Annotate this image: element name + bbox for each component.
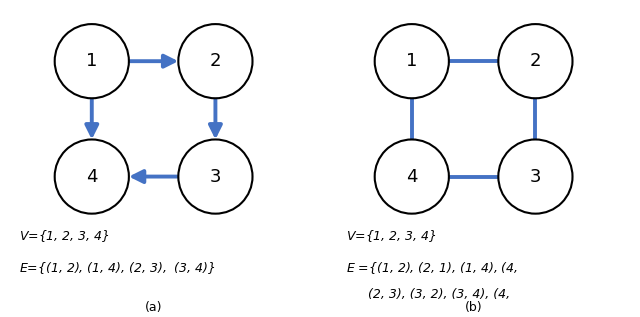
- Circle shape: [179, 139, 253, 214]
- Text: (a): (a): [145, 301, 163, 314]
- Text: 2: 2: [210, 52, 221, 70]
- Text: $V$={1, 2, 3, 4}: $V$={1, 2, 3, 4}: [346, 228, 436, 244]
- Text: 1: 1: [86, 52, 97, 70]
- Circle shape: [374, 139, 449, 214]
- Text: $E$ ={(1, 2), (2, 1), (1, 4), (4,: $E$ ={(1, 2), (2, 1), (1, 4), (4,: [346, 260, 518, 276]
- Text: 4: 4: [406, 168, 417, 185]
- Text: 3: 3: [210, 168, 221, 185]
- Circle shape: [499, 24, 573, 98]
- Circle shape: [374, 24, 449, 98]
- Circle shape: [54, 139, 129, 214]
- Text: $V$={1, 2, 3, 4}: $V$={1, 2, 3, 4}: [19, 228, 110, 244]
- Text: 3: 3: [530, 168, 541, 185]
- Text: (2, 3), (3, 2), (3, 4), (4,: (2, 3), (3, 2), (3, 4), (4,: [368, 288, 510, 301]
- Text: (b): (b): [465, 301, 483, 314]
- Text: 4: 4: [86, 168, 97, 185]
- Circle shape: [499, 139, 573, 214]
- Text: $E$={(1, 2), (1, 4), (2, 3),  (3, 4)}: $E$={(1, 2), (1, 4), (2, 3), (3, 4)}: [19, 260, 216, 276]
- Circle shape: [179, 24, 253, 98]
- Text: 1: 1: [406, 52, 417, 70]
- Circle shape: [54, 24, 129, 98]
- Text: 2: 2: [530, 52, 541, 70]
